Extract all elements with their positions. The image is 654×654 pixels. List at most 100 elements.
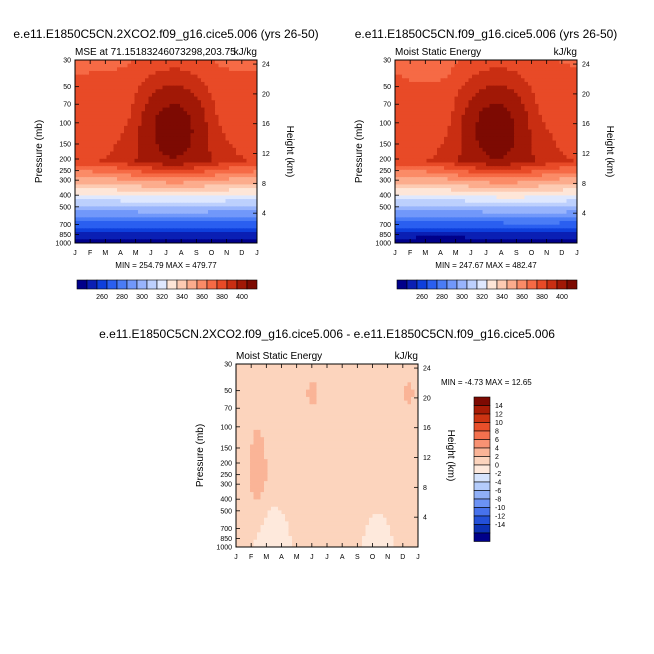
contour-cell [549, 202, 554, 207]
contour-cell [552, 184, 557, 189]
contour-cell [166, 67, 171, 72]
contour-cell [475, 140, 480, 145]
contour-cell [239, 169, 244, 175]
contour-cell [489, 184, 494, 189]
contour-cell [419, 129, 424, 134]
contour-cell [433, 125, 438, 131]
contour-cell [110, 136, 115, 142]
contour-cell [566, 173, 571, 178]
contour-cell [468, 184, 473, 189]
contour-cell [239, 180, 244, 186]
contour-cell [412, 162, 417, 167]
contour-cell [524, 114, 529, 120]
contour-cell [75, 70, 80, 76]
contour-cell [556, 60, 561, 65]
contour-cell [197, 147, 202, 153]
contour-cell [250, 103, 255, 109]
contour-cell [78, 217, 83, 222]
contour-cell [503, 118, 508, 123]
contour-cell [412, 85, 417, 90]
contour-cell [131, 180, 136, 186]
contour-cell [229, 180, 234, 186]
contour-cell [194, 144, 199, 149]
contour-cell [127, 81, 132, 87]
contour-cell [440, 85, 445, 90]
contour-cell [232, 169, 237, 175]
contour-cell [222, 221, 227, 226]
contour-cell [437, 60, 442, 65]
contour-cell [243, 122, 248, 127]
contour-cell [211, 147, 216, 153]
contour-cell [113, 78, 118, 83]
contour-cell [545, 136, 550, 142]
contour-cell [232, 210, 237, 215]
contour-cell [92, 184, 97, 189]
contour-cell [141, 202, 146, 207]
contour-cell [218, 235, 223, 240]
contour-cell [250, 184, 255, 189]
contour-cell [187, 144, 192, 149]
contour-cell [253, 60, 257, 65]
contour-cell [243, 140, 248, 145]
contour-cell [416, 125, 421, 131]
contour-cell [187, 103, 192, 109]
contour-cell [166, 81, 171, 87]
contour-cell [458, 195, 463, 200]
contour-cell [521, 177, 526, 182]
contour-cell [556, 133, 561, 138]
contour-cell [232, 217, 237, 222]
contour-cell [486, 202, 491, 207]
contour-cell [222, 89, 227, 94]
contour-cell [486, 140, 491, 145]
contour-cell [563, 107, 568, 112]
contour-cell [183, 206, 188, 211]
contour-cell [89, 85, 94, 90]
contour-cell [78, 184, 83, 189]
contour-cell [215, 129, 220, 134]
contour-cell [162, 235, 167, 240]
contour-cell [127, 162, 132, 167]
contour-cell [521, 188, 526, 193]
contour-cell [468, 195, 473, 200]
contour-cell [246, 184, 251, 189]
contour-cell [201, 118, 206, 123]
contour-cell [542, 96, 547, 101]
contour-cell [426, 173, 431, 178]
contour-cell [229, 239, 234, 243]
contour-cell [479, 85, 484, 90]
contour-cell [138, 63, 143, 68]
contour-cell [120, 74, 125, 79]
contour-cell [528, 180, 533, 186]
contour-cell [124, 129, 129, 134]
contour-cell [194, 89, 199, 94]
contour-cell [475, 96, 480, 101]
contour-cell [514, 199, 519, 204]
contour-cell [106, 114, 111, 120]
contour-cell [246, 195, 251, 200]
contour-cell [194, 70, 199, 76]
contour-cell [78, 177, 83, 182]
contour-cell [423, 151, 428, 156]
contour-cell [78, 78, 83, 83]
contour-cell [423, 78, 428, 83]
contour-cell [549, 195, 554, 200]
contour-cell [503, 70, 508, 76]
contour-cell [159, 85, 164, 90]
contour-cell [493, 70, 498, 76]
contour-cell [190, 129, 195, 134]
colorbar-swatch [246, 279, 258, 290]
contour-cell [419, 155, 424, 160]
contour-cell [194, 210, 199, 215]
contour-cell [514, 129, 519, 134]
contour-cell [190, 210, 195, 215]
contour-cell [194, 151, 199, 156]
contour-cell [75, 217, 80, 222]
contour-cell [225, 199, 230, 204]
contour-cell [222, 224, 227, 229]
contour-cell [250, 100, 255, 105]
contour-cell [99, 173, 104, 178]
contour-cell [180, 107, 185, 112]
contour-cell [204, 162, 209, 167]
contour-cell [166, 199, 171, 204]
contour-cell [124, 118, 129, 123]
